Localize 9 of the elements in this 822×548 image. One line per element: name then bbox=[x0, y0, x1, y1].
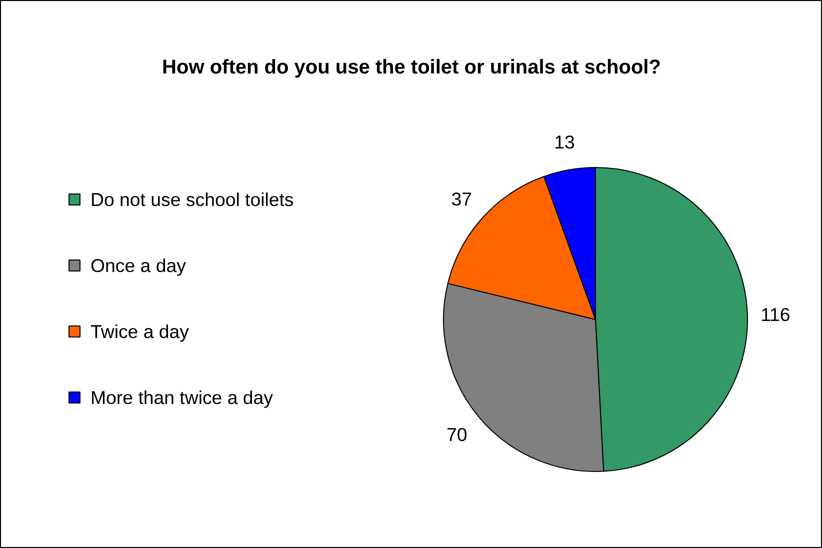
legend-label: More than twice a day bbox=[90, 387, 274, 408]
data-label: 13 bbox=[554, 132, 575, 153]
data-label: 70 bbox=[446, 424, 468, 445]
legend-label: Do not use school toilets bbox=[90, 189, 294, 210]
legend-label: Twice a day bbox=[90, 321, 190, 342]
chart-title: How often do you use the toilet or urinals at school? bbox=[162, 56, 661, 78]
legend-label: Once a day bbox=[90, 255, 187, 276]
data-label: 116 bbox=[760, 304, 790, 326]
data-label: 37 bbox=[451, 188, 472, 210]
